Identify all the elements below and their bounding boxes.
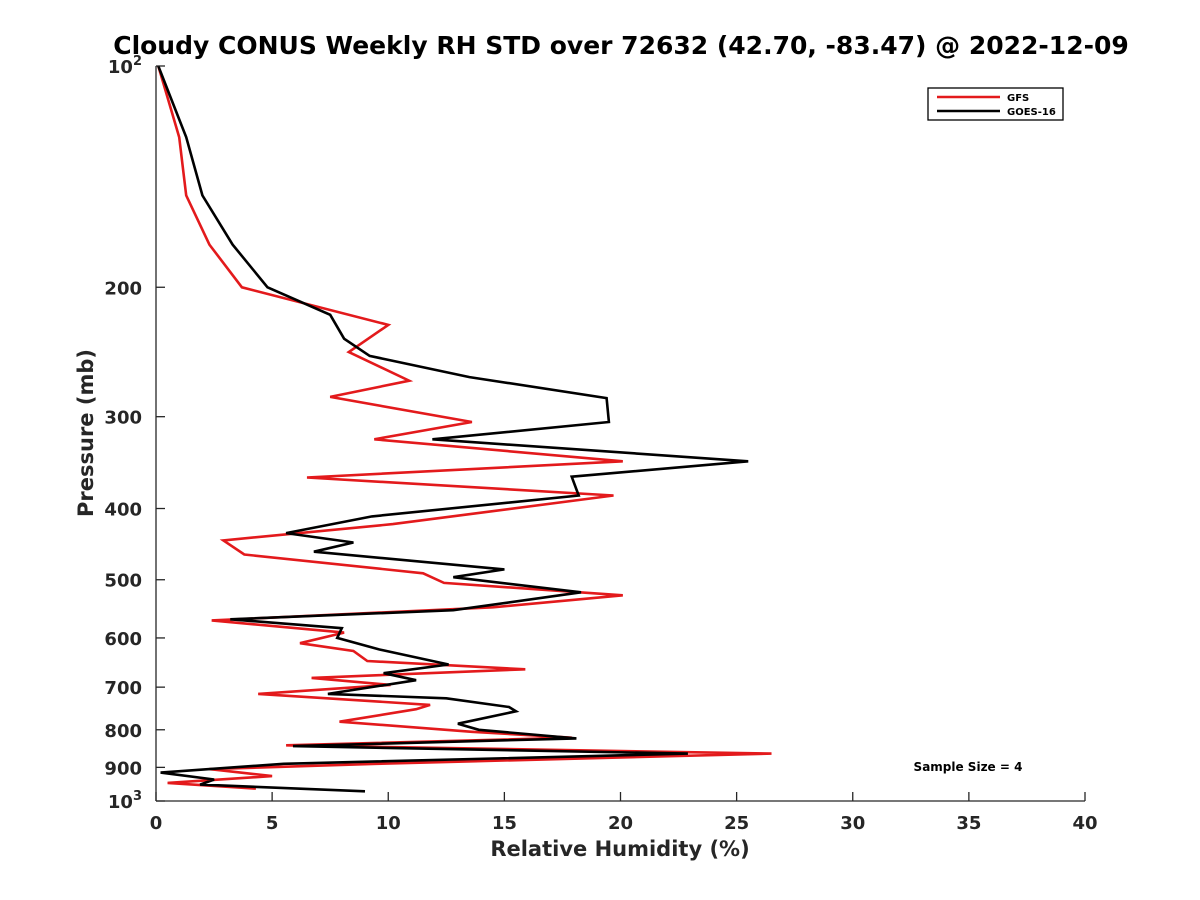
x-tick-label: 10 xyxy=(376,813,401,834)
legend: GFS GOES-16 xyxy=(927,87,1064,121)
y-tick-label: 800 xyxy=(104,721,142,742)
sample-size-annotation: Sample Size = 4 xyxy=(914,760,1023,774)
legend-label-gfs: GFS xyxy=(1007,93,1029,104)
y-tick-label: 400 xyxy=(104,500,142,521)
x-axis-label: Relative Humidity (%) xyxy=(490,837,749,861)
x-tick-label: 0 xyxy=(150,813,163,834)
x-tick-label: 15 xyxy=(492,813,517,834)
y-tick-label: 103 xyxy=(108,789,142,813)
x-tick-label: 40 xyxy=(1072,813,1097,834)
series-line-gfs xyxy=(157,65,772,790)
y-tick-label: 300 xyxy=(104,408,142,429)
y-tick-label: 500 xyxy=(104,571,142,592)
y-tick-label: 600 xyxy=(104,629,142,650)
chart-title: Cloudy CONUS Weekly RH STD over 72632 (4… xyxy=(113,31,1129,60)
legend-box xyxy=(927,87,1064,121)
x-tick-label: 25 xyxy=(724,813,749,834)
y-tick-label: 900 xyxy=(104,758,142,779)
legend-label-goes16: GOES-16 xyxy=(1007,107,1056,118)
y-tick-label: 102 xyxy=(108,54,142,78)
x-tick-label: 5 xyxy=(266,813,279,834)
y-tick-label: 200 xyxy=(104,278,142,299)
y-axis-label: Pressure (mb) xyxy=(74,349,98,517)
series-layer xyxy=(157,65,772,793)
y-tick-label: 700 xyxy=(104,678,142,699)
x-tick-label: 35 xyxy=(956,813,981,834)
series-line-goes16 xyxy=(157,65,749,793)
x-tick-label: 30 xyxy=(840,813,865,834)
axes: 0 5 10 15 20 25 30 35 40 102 200 300 400 500 600 700 800… xyxy=(104,54,1097,834)
x-tick-label: 20 xyxy=(608,813,633,834)
